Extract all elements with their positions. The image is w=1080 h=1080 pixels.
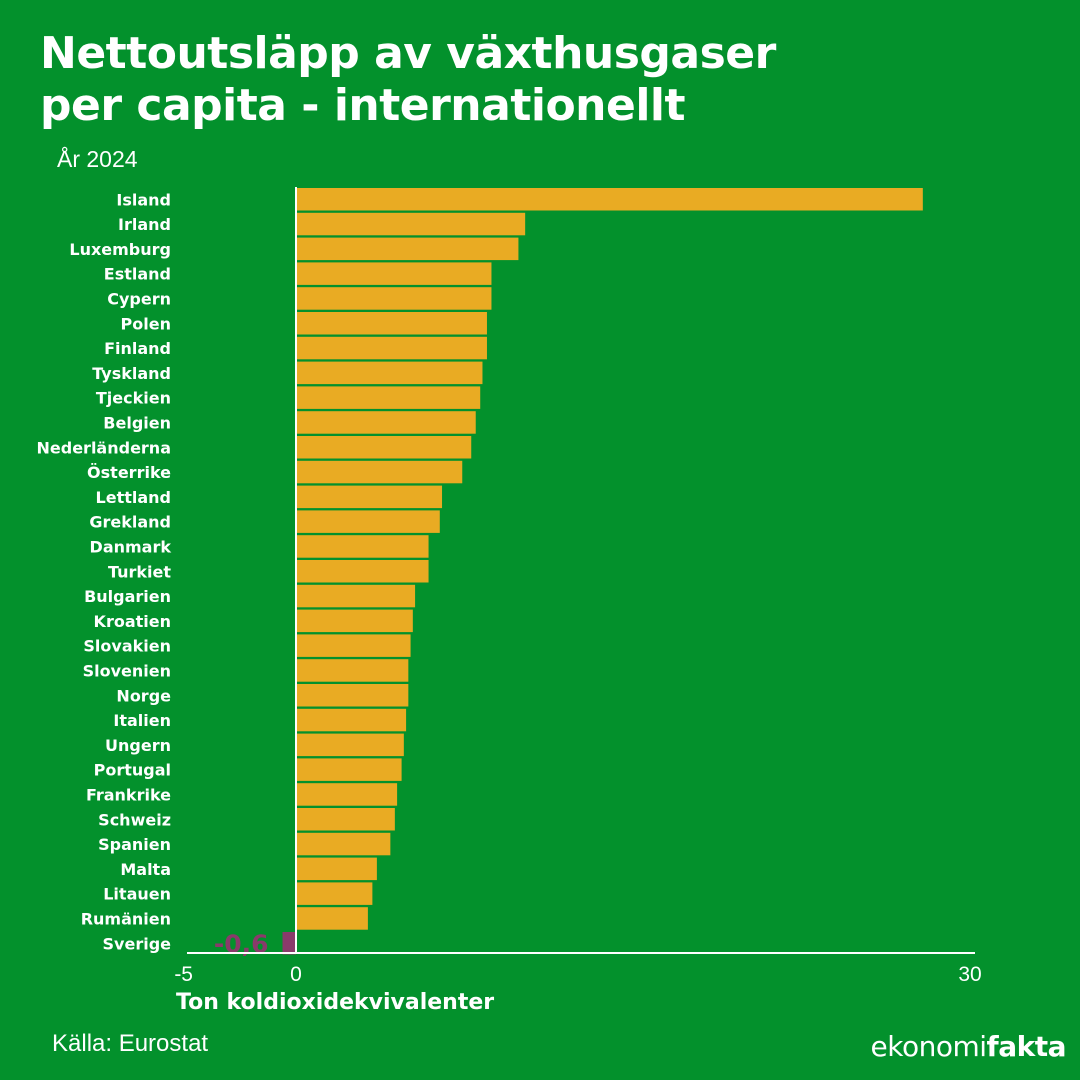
- title-line-1: Nettoutsläpp av växthusgaser: [40, 28, 776, 79]
- category-label: Danmark: [90, 537, 172, 556]
- bar-6: [296, 336, 487, 360]
- bar-3: [296, 262, 492, 285]
- category-label: Italien: [113, 711, 171, 730]
- category-label: Finland: [104, 339, 171, 358]
- category-label: Estland: [104, 265, 171, 284]
- category-label: Irland: [118, 215, 171, 234]
- category-label: Rumänien: [81, 909, 171, 928]
- category-label: Ungern: [105, 736, 171, 755]
- category-label: Portugal: [94, 761, 171, 780]
- category-label: Cypern: [107, 289, 171, 308]
- bar-25: [296, 808, 395, 831]
- bar-19: [296, 659, 409, 682]
- bar-10: [296, 436, 472, 459]
- bar-17: [296, 609, 413, 633]
- bar-16: [296, 584, 416, 608]
- bar-27: [296, 857, 377, 881]
- bar-13: [296, 510, 440, 533]
- category-label: Tjeckien: [96, 389, 171, 408]
- bar-1: [296, 212, 526, 236]
- category-label: Kroatien: [94, 612, 171, 631]
- category-label: Bulgarien: [84, 587, 171, 606]
- category-label: Schweiz: [98, 810, 171, 829]
- bar-4: [296, 287, 492, 310]
- category-label: Belgien: [103, 413, 171, 432]
- bar-7: [296, 361, 483, 385]
- category-label: Slovakien: [83, 637, 171, 656]
- category-label: Turkiet: [108, 562, 171, 581]
- bar-28: [296, 882, 373, 905]
- bar-9: [296, 411, 476, 434]
- bar-14: [296, 535, 429, 558]
- logo-part-ekonomi: ekonomi: [870, 1030, 988, 1063]
- logo-part-fakta: fakta: [986, 1030, 1067, 1063]
- category-label: Frankrike: [86, 785, 171, 804]
- bar-29: [296, 907, 368, 930]
- category-label: Nederländerna: [37, 438, 172, 457]
- bar-5: [296, 312, 487, 335]
- bar-22: [296, 733, 404, 757]
- category-label: Malta: [120, 860, 171, 879]
- source-note: Källa: Eurostat: [52, 1030, 209, 1057]
- chart-title: Nettoutsläpp av växthusgaser per capita …: [40, 28, 1040, 132]
- category-label: Norge: [116, 686, 171, 705]
- bar-15: [296, 560, 429, 583]
- bar-12: [296, 485, 443, 509]
- category-label: Tyskland: [92, 364, 171, 383]
- x-tick-label: 30: [958, 963, 981, 986]
- x-tick-label: -5: [174, 963, 193, 986]
- bar-20: [296, 684, 409, 707]
- bar-21: [296, 708, 407, 732]
- bar-26: [296, 832, 391, 856]
- ekonomifakta-logo: ekonomi fakta: [871, 1030, 1067, 1063]
- bar-23: [296, 758, 402, 781]
- x-tick-label: 0: [290, 963, 302, 986]
- category-label: Spanien: [98, 835, 171, 854]
- category-label: Luxemburg: [69, 240, 171, 259]
- bar-18: [296, 634, 411, 657]
- x-axis-label: Ton koldioxidekvivalenter: [176, 990, 495, 1015]
- category-label: Grekland: [89, 513, 171, 532]
- category-label: Lettland: [96, 488, 171, 507]
- bar-24: [296, 783, 398, 806]
- bar-30: [282, 932, 296, 955]
- category-label: Island: [116, 190, 171, 209]
- bar-8: [296, 386, 481, 409]
- title-line-2: per capita - internationellt: [40, 80, 686, 131]
- bar-11: [296, 460, 463, 484]
- bar-0: [296, 188, 923, 211]
- category-label: Litauen: [103, 885, 171, 904]
- category-label: Österrike: [87, 463, 171, 482]
- chart-subtitle: År 2024: [57, 146, 138, 172]
- category-label: Slovenien: [83, 661, 171, 680]
- category-label: Sverige: [103, 934, 172, 953]
- category-label: Polen: [121, 314, 171, 333]
- bar-2: [296, 237, 519, 261]
